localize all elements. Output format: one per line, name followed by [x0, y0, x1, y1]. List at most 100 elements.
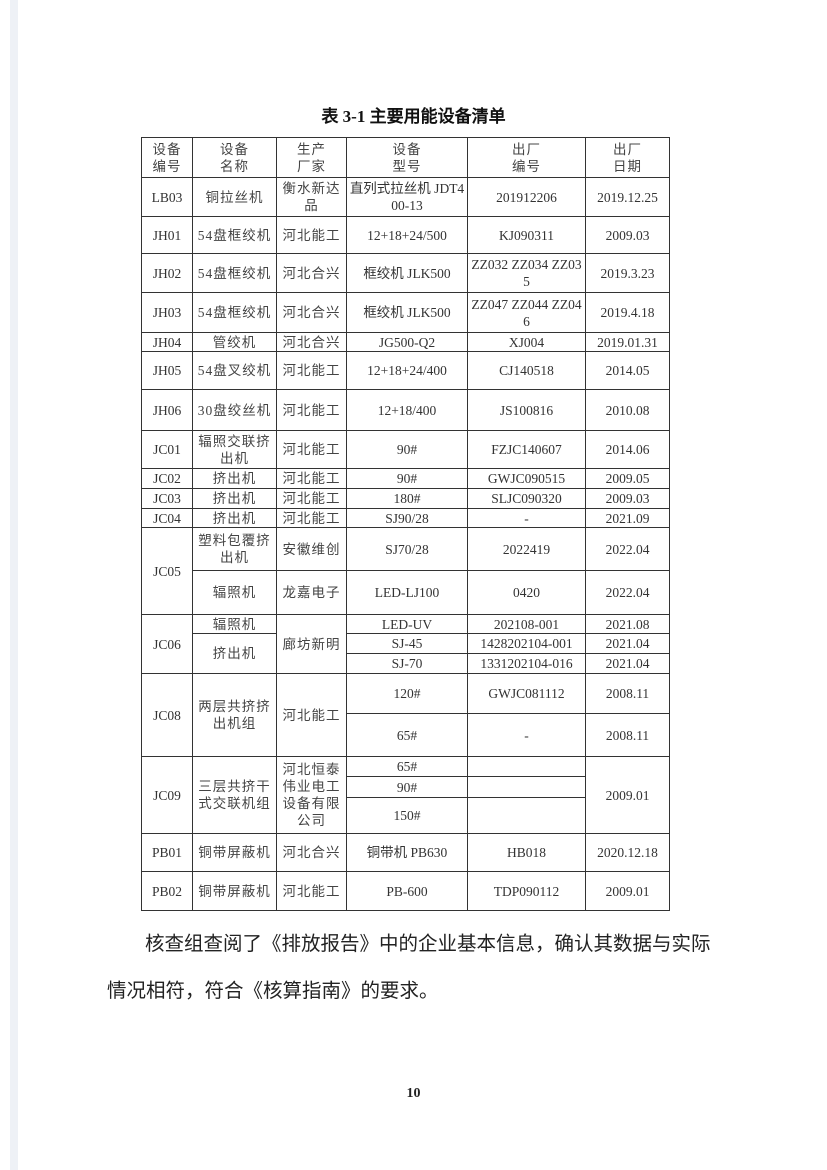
table-cell: 河北能工: [276, 468, 347, 489]
table-cell: 2019.12.25: [585, 177, 670, 217]
table-cell: 90#: [346, 430, 468, 469]
table-cell: ZZ032 ZZ034 ZZ035: [467, 253, 586, 293]
table-cell: JH02: [141, 253, 193, 293]
table-cell: [467, 797, 586, 834]
table-cell: 2009.01: [585, 756, 670, 834]
table-row: 65# -2008.11: [142, 713, 670, 757]
table-cell: 54盘框绞机: [192, 253, 277, 293]
table-cell: 65#: [346, 756, 468, 777]
table-cell: 挤出机: [192, 468, 277, 489]
table-cell: JC03: [141, 488, 193, 509]
table-row: JC08 两层共挤挤出机组 河北能工 120# GWJC081112 2008.11: [141, 673, 670, 757]
table-row: PB02 铜带屏蔽机 河北能工 PB-600 TDP090112 2009.01: [141, 871, 670, 911]
table-cell: 安徽维创: [276, 527, 347, 571]
table-cell: 2008.11: [585, 713, 670, 757]
table-cell: 30盘绞丝机: [192, 389, 277, 431]
table-cell: SJ70/28: [346, 527, 468, 571]
table-cell: 2009.01: [585, 871, 670, 911]
table-cell: LB03: [141, 177, 193, 217]
table-cell: 54盘叉绞机: [192, 351, 277, 390]
table-cell: TDP090112: [467, 871, 586, 911]
table-cell: 120#: [346, 673, 468, 714]
table-cell: JC01: [141, 430, 193, 469]
table-cell: 201912206: [467, 177, 586, 217]
table-cell: JC04: [141, 508, 193, 528]
page-content: 表 3-1 主要用能设备清单 设备 编号 设备 名称 生产 厂家 设备 型号 出厂 编号…: [107, 107, 711, 1101]
table-cell: 180#: [346, 488, 468, 509]
table-row: LB03 铜拉丝机 衡水新达品 直列式拉丝机 JDT400-13 201912206 20…: [141, 177, 670, 217]
table-cell: 框绞机 JLK500: [346, 292, 468, 333]
table-cell: 150#: [346, 797, 468, 834]
header-model: 设备 型号: [346, 137, 468, 178]
table-cell: 铜带机 PB630: [346, 833, 468, 872]
table-cell: JH04: [141, 332, 193, 352]
table-cell: JH06: [141, 389, 193, 431]
table-cell: 河北能工: [276, 871, 347, 911]
table-cell: XJ004: [467, 332, 586, 352]
table-cell: JH01: [141, 216, 193, 254]
table-row: JC05 塑料包覆挤出机 安徽维创 SJ70/28 2022419 2022.04: [141, 527, 670, 615]
table-row: 辐照机 龙嘉电子 LED-LJ100 0420 2022.04: [142, 570, 670, 615]
header-equipment-id: 设备 编号: [141, 137, 193, 178]
table-cell: 54盘框绞机: [192, 292, 277, 333]
table-cell: JC09: [141, 756, 193, 834]
table-cell: GWJC090515: [467, 468, 586, 489]
table-cell: 2014.05: [585, 351, 670, 390]
table-row: JC04 挤出机 河北能工 SJ90/28-2021.09: [141, 508, 670, 528]
table-cell: 框绞机 JLK500: [346, 253, 468, 293]
table-row: SJ-70 1331202104-016 2021.04: [142, 653, 670, 674]
table-row: JC09 三层共挤干式交联机组 河北恒泰伟业电工设备有限公司 65# 2009.01: [141, 756, 670, 834]
table-cell: JH03: [141, 292, 193, 333]
table-cell: JC08: [141, 673, 193, 757]
table-cell: 1428202104-001: [467, 633, 586, 654]
table-cell: 2022.04: [585, 570, 670, 615]
table-cell: SJ90/28: [346, 508, 468, 528]
table-cell: 12+18/400: [346, 389, 468, 431]
table-cell: 2021.08: [585, 614, 670, 634]
table-cell: 90#: [346, 468, 468, 489]
table-cell: SJ-45: [346, 633, 468, 654]
table-cell: 龙嘉电子: [276, 570, 347, 615]
table-row: JH04 管绞机 河北合兴 JG500-Q2 XJ004 2019.01.31: [141, 332, 670, 352]
table-cell: 挤出机: [192, 633, 277, 674]
table-cell: 铜带屏蔽机: [192, 833, 277, 872]
table-cell: 2009.03: [585, 488, 670, 509]
table-cell: 塑料包覆挤出机: [192, 527, 277, 571]
table-cell: 挤出机: [192, 488, 277, 509]
table-cell: 河北合兴: [276, 253, 347, 293]
table-cell: 衡水新达品: [276, 177, 347, 217]
header-equipment-name: 设备 名称: [192, 137, 277, 178]
table-row: JH01 54盘框绞机 河北能工 12+18+24/500 KJ090311 2009.0…: [141, 216, 670, 254]
table-cell: 2014.06: [585, 430, 670, 469]
table-cell: SJ-70: [346, 653, 468, 674]
table-row: JC01 辐照交联挤出机 河北能工 90# FZJC140607 2014.06: [141, 430, 670, 469]
table-title: 表 3-1 主要用能设备清单: [321, 107, 506, 126]
table-cell: 2009.03: [585, 216, 670, 254]
table-cell: 河北合兴: [276, 332, 347, 352]
table-cell: JH05: [141, 351, 193, 390]
header-manufacturer: 生产 厂家: [276, 137, 347, 178]
table-cell: LED-LJ100: [346, 570, 468, 615]
table-cell: 管绞机: [192, 332, 277, 352]
header-row: 设备 编号 设备 名称 生产 厂家 设备 型号 出厂 编号 出厂 日期: [141, 137, 670, 178]
table-cell: 54盘框绞机: [192, 216, 277, 254]
table-cell: 12+18+24/500: [346, 216, 468, 254]
table-cell: 河北能工: [276, 351, 347, 390]
table-cell: JG500-Q2: [346, 332, 468, 352]
table-cell: 2021.04: [585, 633, 670, 654]
table-cell: 2019.3.23: [585, 253, 670, 293]
table-cell: 65#: [346, 713, 468, 757]
table-cell: 河北能工: [276, 508, 347, 528]
table-cell: HB018: [467, 833, 586, 872]
table-row: PB01 铜带屏蔽机 河北合兴 铜带机 PB630 HB018 2020.12.18: [141, 833, 670, 872]
table-cell: 12+18+24/400: [346, 351, 468, 390]
table-cell: -: [467, 508, 586, 528]
table-cell: 2021.04: [585, 653, 670, 674]
table-row: JH03 54盘框绞机 河北合兴 框绞机 JLK500 ZZ047 ZZ044 ZZ04…: [141, 292, 670, 333]
body-paragraph: 核查组查阅了《排放报告》中的企业基本信息，确认其数据与实际情况相符，符合《核算指…: [107, 934, 711, 1002]
page-number: 10: [406, 1086, 421, 1101]
table-cell: GWJC081112: [467, 673, 586, 714]
table-cell: 廊坊新明: [276, 614, 347, 674]
table-cell: 1331202104-016: [467, 653, 586, 674]
table-cell: 2009.05: [585, 468, 670, 489]
